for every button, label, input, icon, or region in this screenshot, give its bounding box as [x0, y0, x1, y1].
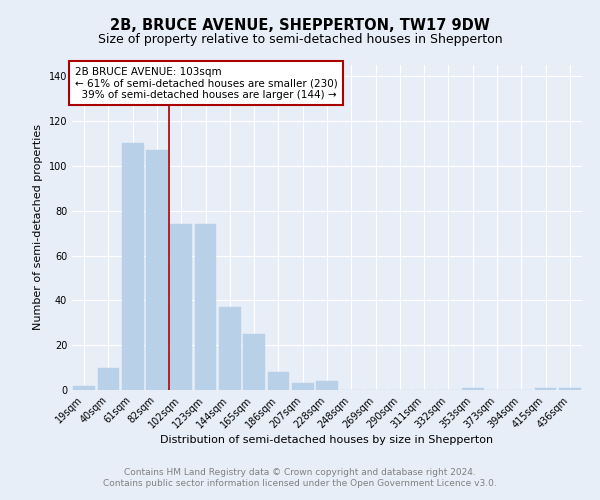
- Bar: [316, 381, 338, 390]
- Bar: [170, 224, 192, 390]
- Y-axis label: Number of semi-detached properties: Number of semi-detached properties: [33, 124, 43, 330]
- Bar: [122, 144, 143, 390]
- Text: 2B BRUCE AVENUE: 103sqm
← 61% of semi-detached houses are smaller (230)
  39% of: 2B BRUCE AVENUE: 103sqm ← 61% of semi-de…: [74, 66, 337, 100]
- Bar: [268, 372, 289, 390]
- Bar: [292, 384, 314, 390]
- Bar: [462, 388, 484, 390]
- X-axis label: Distribution of semi-detached houses by size in Shepperton: Distribution of semi-detached houses by …: [160, 436, 494, 446]
- Text: Size of property relative to semi-detached houses in Shepperton: Size of property relative to semi-detach…: [98, 32, 502, 46]
- Text: 2B, BRUCE AVENUE, SHEPPERTON, TW17 9DW: 2B, BRUCE AVENUE, SHEPPERTON, TW17 9DW: [110, 18, 490, 32]
- Bar: [559, 388, 581, 390]
- Bar: [535, 388, 556, 390]
- Text: Contains HM Land Registry data © Crown copyright and database right 2024.
Contai: Contains HM Land Registry data © Crown c…: [103, 468, 497, 487]
- Bar: [97, 368, 119, 390]
- Bar: [194, 224, 217, 390]
- Bar: [243, 334, 265, 390]
- Bar: [73, 386, 95, 390]
- Bar: [219, 307, 241, 390]
- Bar: [146, 150, 168, 390]
